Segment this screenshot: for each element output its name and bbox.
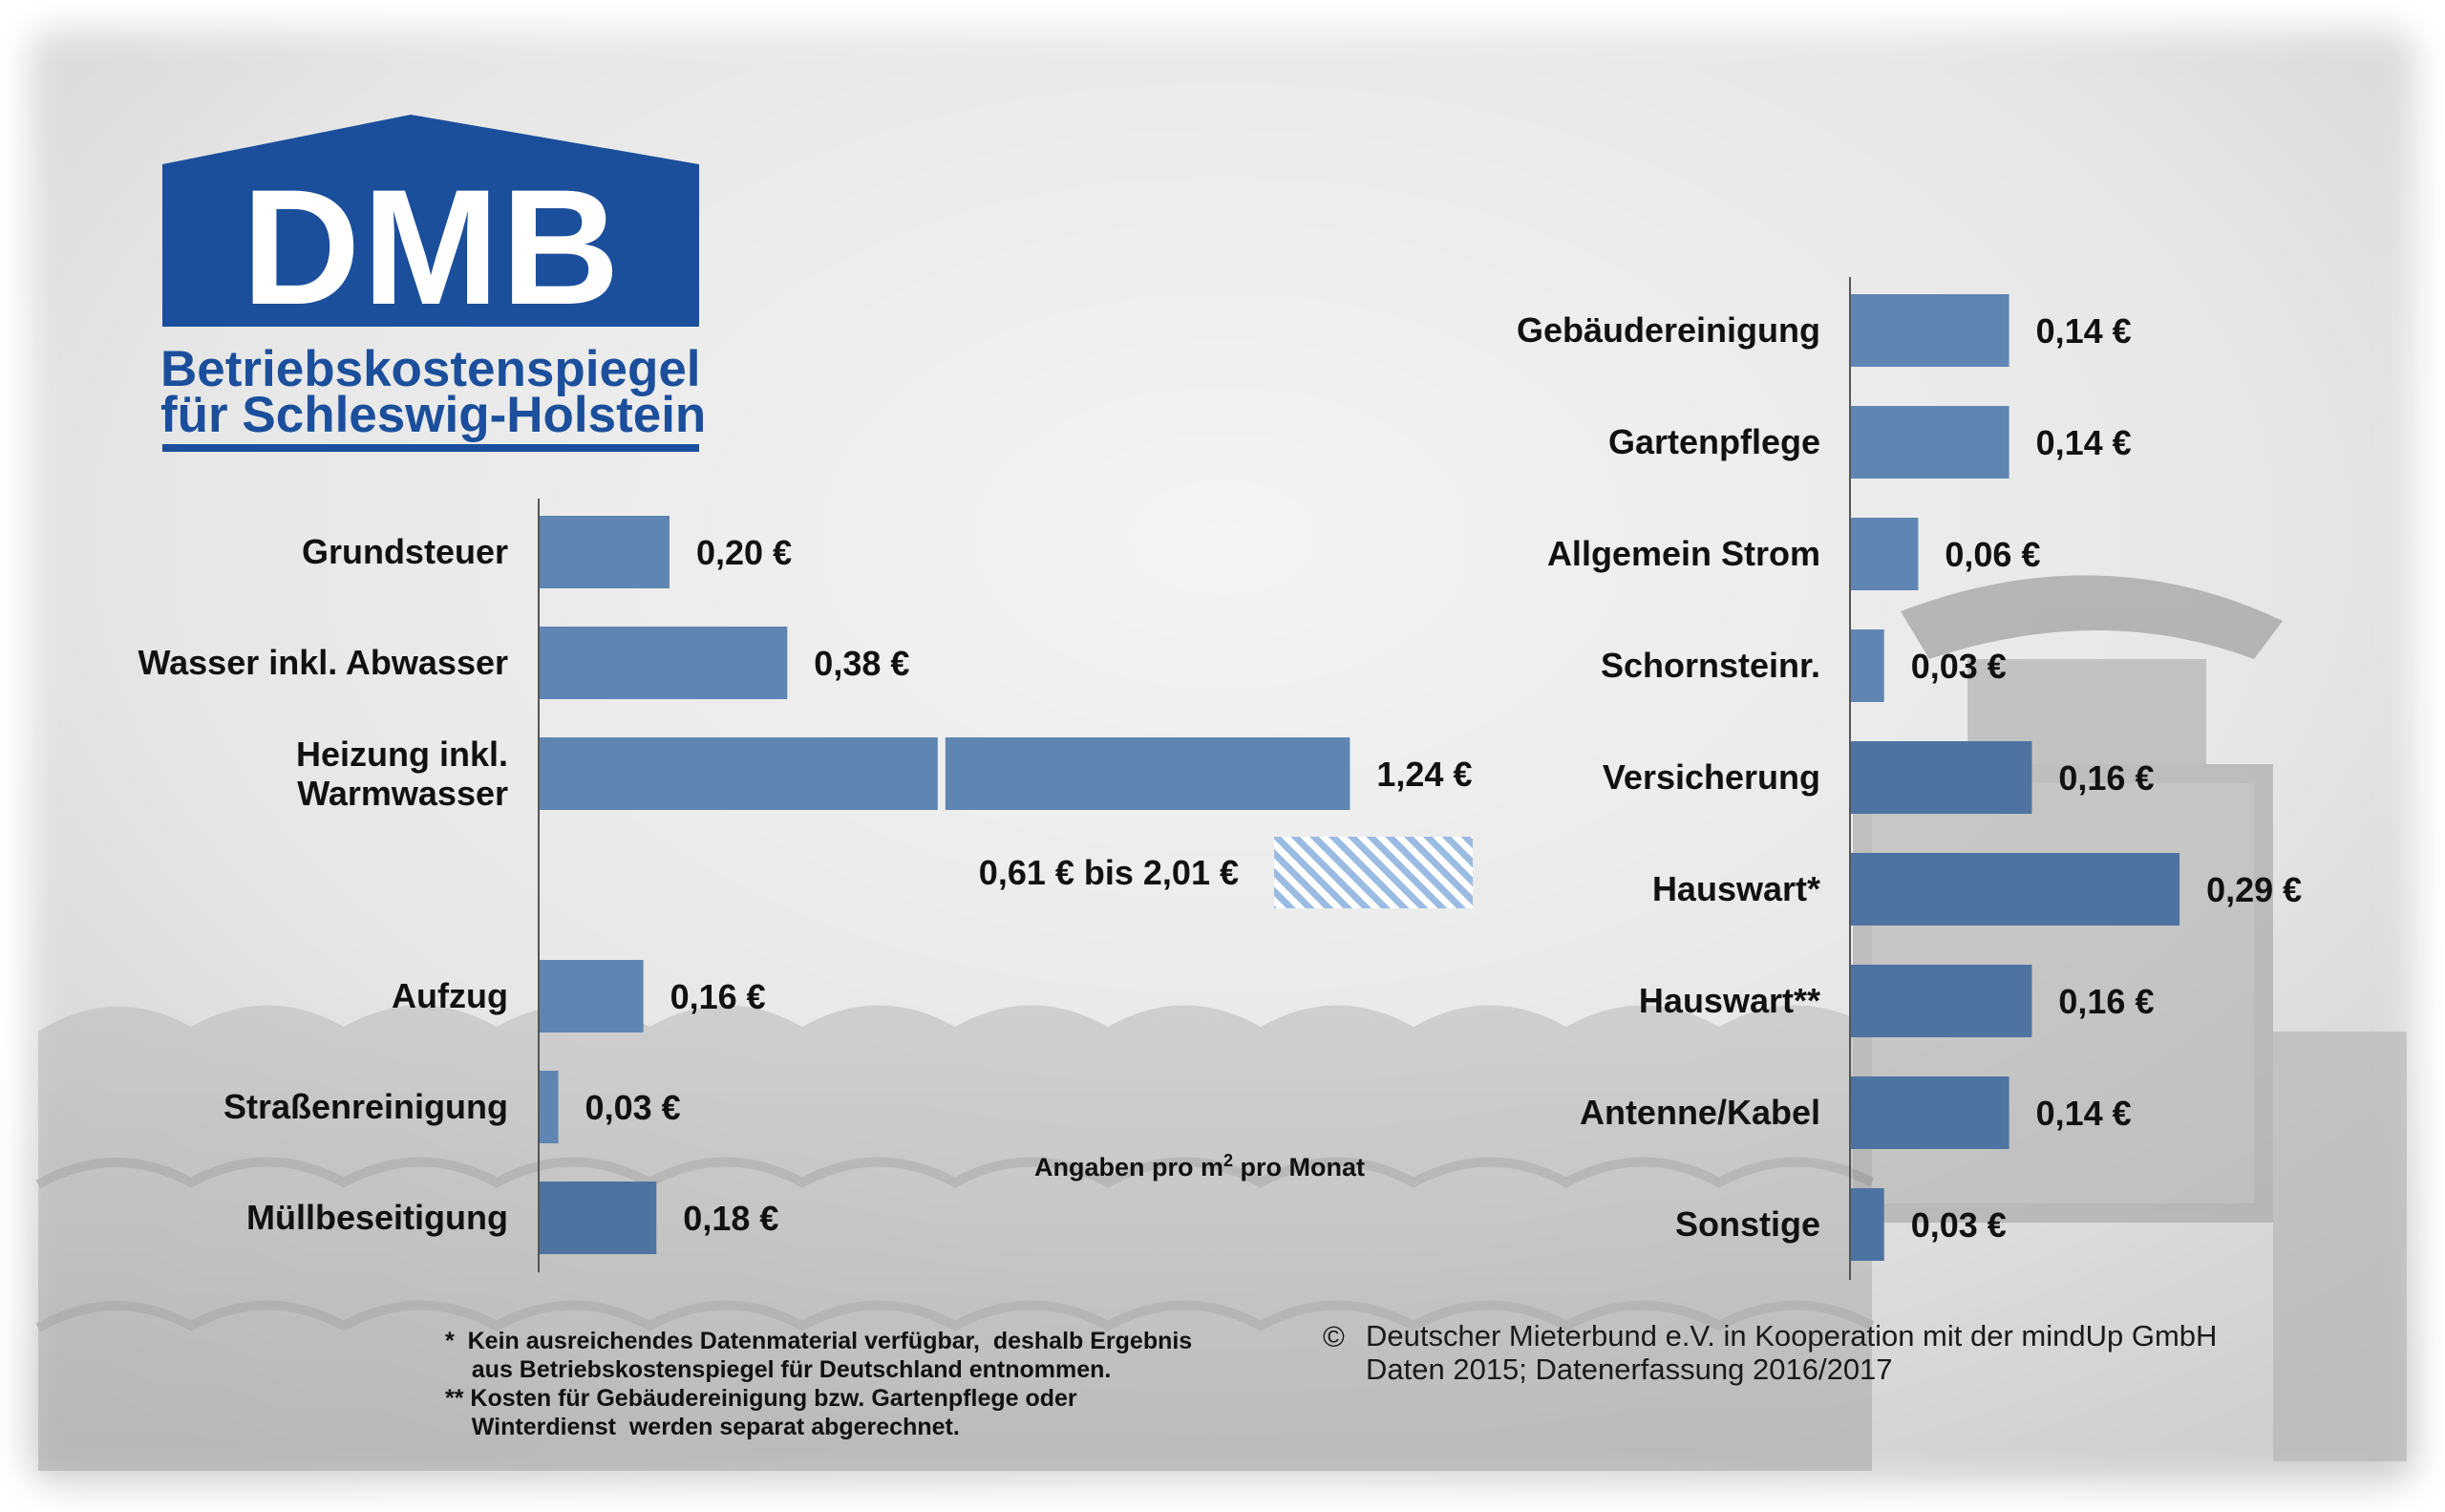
category-label-schornsteinr: Schornsteinr.	[1601, 646, 1820, 685]
category-label-muellbeseitigung: Müllbeseitigung	[246, 1198, 508, 1237]
value-label-allgemein-strom: 0,06 €	[1945, 535, 2040, 574]
category-label-sonstige: Sonstige	[1675, 1204, 1820, 1244]
category-label-strassenreinigung: Straßenreinigung	[223, 1087, 508, 1126]
bar-heizung-inkl-warmwasser-segment-2	[945, 737, 1350, 810]
bar-antenne-kabel	[1851, 1076, 2009, 1149]
category-label-gartenpflege: Gartenpflege	[1608, 422, 1820, 461]
copyright-line-2: Daten 2015; Datenerfassung 2016/2017	[1366, 1352, 1893, 1386]
footnote-line-4: Winterdienst werden separat abgerechnet.	[445, 1414, 960, 1440]
value-label-hauswart-2: 0,16 €	[2058, 982, 2154, 1021]
bar-sonstige	[1851, 1188, 1884, 1261]
footnote-line-2: aus Betriebskostenspiegel für Deutschlan…	[445, 1356, 1111, 1383]
value-label-sonstige: 0,03 €	[1911, 1205, 2007, 1245]
roof-photo	[35, 1005, 2407, 1471]
value-label-gartenpflege: 0,14 €	[2036, 423, 2132, 462]
bar-allgemein-strom	[1851, 518, 1919, 590]
value-label-hauswart-1: 0,29 €	[2206, 870, 2302, 909]
bar-hauswart-2	[1851, 965, 2032, 1037]
chart-right: Gebäudereinigung 0,14 € Gartenpflege 0,14 €…	[1517, 277, 2302, 1280]
value-label-grundsteuer: 0,20 €	[696, 533, 792, 572]
value-label-wasser-inkl-abwasser: 0,38 €	[814, 644, 909, 683]
copyright-line-1: Deutscher Mieterbund e.V. in Kooperation…	[1366, 1319, 2217, 1352]
unit-note-prefix: Angaben pro m	[1034, 1153, 1223, 1182]
bar-muellbeseitigung	[540, 1182, 657, 1254]
value-label-strassenreinigung: 0,03 €	[585, 1088, 681, 1127]
footnote-line-3: ** Kosten für Gebäudereinigung bzw. Gart…	[445, 1385, 1077, 1412]
bar-gartenpflege	[1851, 406, 2009, 479]
bar-gebaeudereinigung	[1851, 294, 2009, 367]
category-label-grundsteuer: Grundsteuer	[302, 532, 508, 571]
category-label-hauswart-2: Hauswart**	[1639, 981, 1820, 1020]
bar-schornsteinr	[1851, 629, 1884, 702]
category-label-allgemein-strom: Allgemein Strom	[1547, 534, 1820, 573]
bar-strassenreinigung	[540, 1071, 559, 1143]
logo-title: DMB	[242, 156, 622, 339]
value-label-schornsteinr: 0,03 €	[1911, 647, 2007, 686]
bar-hauswart-1	[1851, 853, 2180, 926]
value-label-versicherung: 0,16 €	[2058, 758, 2154, 798]
unit-note: Angaben pro m2 pro Monat	[1034, 1151, 1365, 1182]
range-note-hatch-box	[1274, 837, 1473, 908]
value-label-antenne-kabel: 0,14 €	[2036, 1094, 2132, 1133]
footnotes: * Kein ausreichendes Datenmaterial verfü…	[445, 1328, 1192, 1440]
category-label-versicherung: Versicherung	[1603, 757, 1820, 797]
category-label-wasser-inkl-abwasser: Wasser inkl. Abwasser	[138, 643, 508, 682]
logo-line-2: für Schleswig-Holstein	[160, 387, 706, 443]
category-label-heizung-inkl-warmwasser: Heizung inkl. Warmwasser	[296, 735, 508, 813]
unit-note-sup: 2	[1223, 1151, 1233, 1170]
dmb-logo: DMB Betriebskostenspiegel für Schleswig-…	[160, 115, 706, 452]
unit-note-suffix: pro Monat	[1233, 1153, 1365, 1182]
bar-aufzug	[540, 960, 644, 1033]
logo-line-1: Betriebskostenspiegel	[160, 341, 701, 397]
range-note-label: 0,61 € bis 2,01 €	[979, 853, 1239, 892]
chart-left: Grundsteuer 0,20 € Wasser inkl. Abwasser 0,…	[138, 499, 1473, 1272]
category-label-antenne-kabel: Antenne/Kabel	[1580, 1093, 1820, 1132]
value-label-gebaeudereinigung: 0,14 €	[2036, 311, 2132, 351]
copyright: © Deutscher Mieterbund e.V. in Kooperati…	[1323, 1319, 2217, 1386]
value-label-muellbeseitigung: 0,18 €	[683, 1199, 778, 1238]
copyright-symbol: ©	[1323, 1320, 1345, 1353]
logo-underline	[162, 444, 699, 452]
footnote-line-1: * Kein ausreichendes Datenmaterial verfü…	[445, 1328, 1192, 1354]
bar-heizung-inkl-warmwasser	[540, 737, 938, 810]
category-label-hauswart-1: Hauswart*	[1652, 869, 1820, 908]
category-label-gebaeudereinigung: Gebäudereinigung	[1517, 310, 1820, 350]
bar-versicherung	[1851, 741, 2032, 814]
value-label-aufzug: 0,16 €	[670, 977, 766, 1016]
logo-house-shape	[162, 115, 699, 327]
bar-grundsteuer	[540, 516, 670, 588]
bar-wasser-inkl-abwasser	[540, 627, 788, 699]
value-label-heizung-inkl-warmwasser: 1,24 €	[1376, 755, 1472, 794]
category-label-aufzug: Aufzug	[392, 976, 508, 1015]
